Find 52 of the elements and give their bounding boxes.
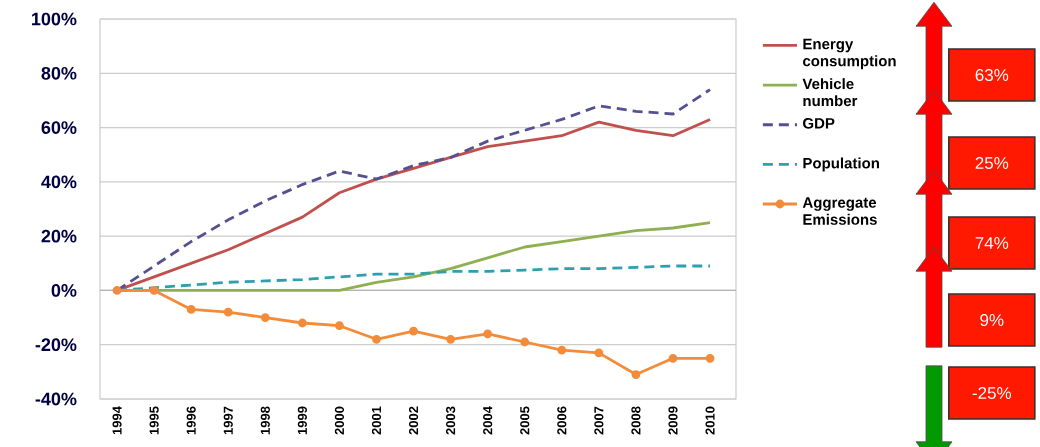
x-tick-label: 1994: [112, 406, 122, 435]
legend-label: GDP: [803, 117, 835, 129]
text: -25%: [972, 387, 1012, 400]
point: [557, 345, 567, 355]
legend-label: Population: [803, 157, 879, 172]
x-tick-label: 1998: [260, 406, 270, 435]
text: 63%: [975, 69, 1009, 82]
x-tick-label: 2008: [631, 406, 641, 435]
x-tick-label: 2000: [334, 406, 345, 435]
point: [186, 305, 196, 314]
point: [668, 353, 678, 363]
x-tick-label: 2009: [668, 406, 678, 435]
point: [594, 348, 604, 358]
point: [520, 337, 530, 347]
y-tick-label: 0%: [51, 284, 77, 297]
point: [409, 326, 418, 336]
x-tick-label: 2005: [520, 406, 530, 435]
point: [446, 334, 456, 344]
legend-label: Aggregate Emissions: [802, 197, 877, 225]
y-tick-label: -20%: [35, 338, 77, 352]
x-tick-label: 1997: [223, 406, 233, 435]
x-tick-label: 2006: [557, 406, 567, 435]
x-tick-label: 2007: [594, 406, 604, 435]
point: [112, 286, 122, 295]
y-tick-label: 60%: [41, 121, 77, 134]
x-tick-label: 2002: [408, 406, 419, 435]
text: 74%: [975, 237, 1009, 249]
point: [260, 313, 270, 322]
x-tick-label: 2004: [483, 406, 493, 435]
point: [335, 321, 344, 331]
legend-label: Energy consumption: [803, 38, 896, 70]
point: [223, 307, 233, 317]
x-tick-label: 2001: [371, 406, 382, 435]
x-tick-label: 1999: [297, 406, 307, 435]
y-tick-label: 80%: [41, 66, 77, 80]
text: 25%: [975, 157, 1009, 170]
point: [631, 370, 641, 379]
y-tick-label: 40%: [41, 175, 77, 189]
point: [705, 353, 715, 363]
point: [483, 329, 493, 339]
x-tick-label: 1996: [186, 406, 196, 435]
y-tick-label: 100%: [32, 12, 77, 26]
x-tick-label: 2003: [446, 406, 456, 435]
point: [297, 318, 307, 328]
x-tick-label: 2010: [705, 406, 715, 435]
point: [372, 334, 381, 344]
x-tick-label: 1995: [149, 406, 159, 435]
y-tick-label: 20%: [41, 229, 77, 243]
point: [149, 286, 159, 295]
y-tick-label: -40%: [35, 392, 77, 406]
legend-label: Vehicle number: [802, 78, 858, 107]
text: 9%: [980, 314, 1004, 327]
